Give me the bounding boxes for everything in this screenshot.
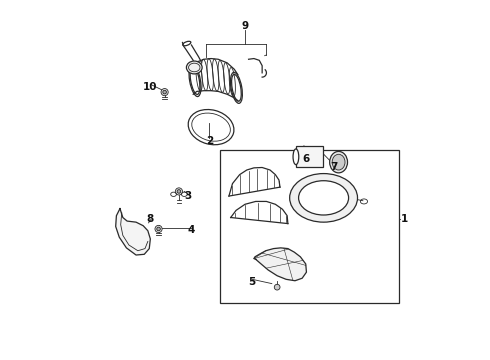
Ellipse shape [332,154,345,170]
Text: 4: 4 [188,225,195,235]
Circle shape [177,190,181,193]
Ellipse shape [298,181,348,215]
Ellipse shape [290,174,358,222]
Text: 1: 1 [400,214,408,224]
Ellipse shape [186,61,202,74]
Circle shape [163,90,167,94]
Text: 3: 3 [184,191,192,201]
Text: 7: 7 [331,162,338,172]
Polygon shape [254,248,306,281]
Text: 8: 8 [147,214,154,224]
Circle shape [161,89,168,96]
Polygon shape [116,208,150,255]
Text: 10: 10 [143,82,158,92]
Text: 5: 5 [248,277,256,287]
Circle shape [274,284,280,290]
Bar [220,150,398,303]
Text: 6: 6 [302,154,309,163]
Circle shape [175,188,182,195]
Text: 2: 2 [206,136,213,146]
Bar [296,147,323,167]
Circle shape [157,227,160,231]
Text: 9: 9 [242,21,248,31]
Ellipse shape [293,149,299,165]
Ellipse shape [330,152,347,173]
Circle shape [155,225,162,233]
